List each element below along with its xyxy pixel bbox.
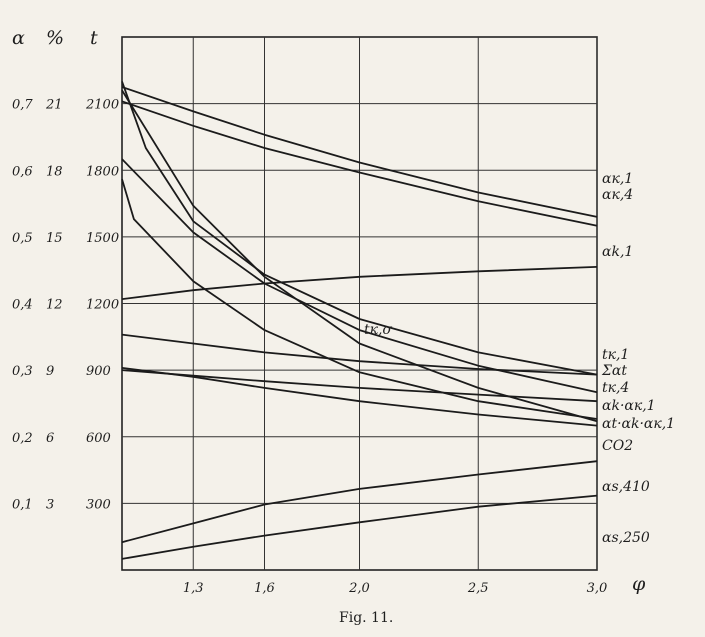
y-tick-label-percent: 21: [45, 98, 63, 113]
x-tick-labels: 1,3 1,6 2,0 2,5 3,0: [183, 581, 607, 596]
series-label: CO2: [602, 438, 633, 454]
header-percent: %: [46, 27, 64, 49]
x-axis-label: φ: [632, 573, 646, 595]
series-label: αs,410: [602, 479, 650, 495]
y-tick-label-temperature: 900: [86, 364, 111, 379]
y-tick-label-temperature: 600: [86, 431, 111, 446]
series-line: [121, 86, 598, 218]
x-tick-label: 2,0: [348, 581, 370, 596]
series-line: [121, 100, 598, 227]
y-tick-label-alpha: 0,1: [12, 497, 33, 512]
y-tick-label-percent: 9: [46, 364, 54, 379]
series-label: αк,4: [602, 187, 633, 203]
series-line: [121, 266, 598, 300]
series-label: αk,1: [602, 244, 633, 260]
series-label: αk·αк,1: [602, 398, 656, 414]
series-label: tк,4: [602, 380, 629, 396]
y-tick-label-temperature: 1200: [86, 298, 119, 313]
y-tick-label-alpha: 0,3: [12, 364, 33, 379]
series-line: [121, 367, 598, 427]
series-line: [121, 460, 598, 544]
header-alpha: α: [12, 27, 25, 49]
y-tick-label-percent: 12: [46, 298, 63, 313]
series-line: [121, 81, 598, 376]
x-tick-label: 1,6: [254, 581, 275, 596]
series-label: tк,1: [602, 347, 629, 363]
series-label: tк,σ: [364, 322, 392, 338]
y-tick-label-alpha: 0,4: [12, 298, 33, 313]
y-tick-label-alpha: 0,2: [12, 431, 33, 446]
series-label: Σαt: [601, 363, 627, 379]
y-tick-label-alpha: 0,5: [12, 231, 33, 246]
series-label: αt·αk·αк,1: [602, 416, 675, 432]
series-label: αк,1: [602, 171, 633, 187]
x-tick-label: 2,5: [467, 581, 489, 596]
y-tick-label-temperature: 1800: [86, 164, 119, 179]
y-tick-label-percent: 15: [46, 231, 63, 246]
y-tick-labels: 0,1 3 300 0,2 6 600 0,3 9 900 0,4 12 1200 0,5 15 1500 0…: [12, 98, 119, 513]
y-tick-label-temperature: 300: [86, 497, 111, 512]
chart-series: [121, 81, 598, 560]
y-tick-label-percent: 6: [46, 431, 54, 446]
y-tick-label-temperature: 1500: [86, 231, 119, 246]
series-line: [121, 178, 598, 420]
y-tick-label-percent: 18: [46, 164, 63, 179]
y-tick-label-temperature: 2100: [85, 98, 119, 113]
y-tick-label-alpha: 0,6: [12, 164, 33, 179]
figure-caption: Fig. 11.: [339, 610, 393, 626]
y-tick-label-percent: 3: [46, 497, 54, 512]
y-tick-label-alpha: 0,7: [12, 98, 33, 113]
x-tick-label: 1,3: [183, 581, 204, 596]
series-label: αs,250: [602, 530, 650, 546]
series-line: [121, 494, 598, 560]
x-tick-label: 3,0: [587, 581, 608, 596]
header-temperature: t: [90, 27, 98, 49]
series-line: [121, 89, 598, 423]
chart-grid: [121, 36, 598, 571]
series-line: [121, 333, 598, 376]
